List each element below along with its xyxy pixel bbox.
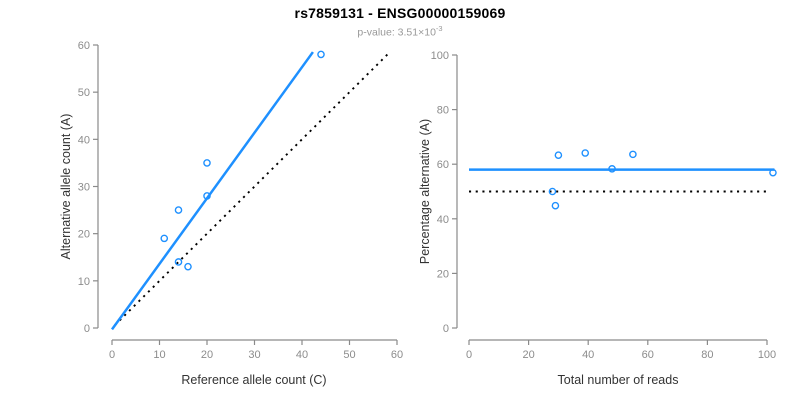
y-tick-label: 0 (84, 323, 90, 335)
left-panel: 0 10 20 30 40 50 60 0 10 20 30 40 50 60 Reference alle… (59, 40, 403, 387)
data-point (608, 165, 616, 173)
y-tick-label: 60 (437, 159, 449, 171)
y-tick-label: 100 (431, 50, 449, 62)
data-point (184, 262, 192, 271)
y-tick-label: 60 (78, 40, 90, 52)
x-tick-label: 60 (391, 349, 403, 361)
x-tick-label: 30 (248, 349, 260, 361)
data-point (548, 187, 557, 196)
identity-line (114, 52, 390, 326)
x-tick-label: 20 (522, 349, 534, 361)
x-tick-label: 0 (109, 349, 115, 361)
data-point (581, 149, 590, 157)
right-panel: 0 20 40 60 80 100 0 20 40 60 80 100 Total number of … (418, 50, 777, 387)
chart-title: rs7859131 - ENSG00000159069 (294, 5, 506, 21)
data-point (554, 151, 563, 159)
y-tick-label: 50 (78, 87, 90, 99)
x-tick-label: 80 (701, 349, 713, 361)
data-point (769, 168, 777, 177)
y-tick-label: 10 (78, 276, 90, 288)
chart-subtitle: p-value: 3.51×10-3 (0, 24, 800, 39)
y-axis-title: Percentage alternative (A) (418, 119, 432, 264)
p-value-exponent: -3 (435, 24, 443, 33)
data-point (629, 150, 637, 159)
x-tick-label: 40 (296, 349, 308, 361)
data-point (203, 159, 211, 167)
x-tick-label: 40 (582, 349, 594, 361)
data-point (160, 234, 169, 243)
regression-line (110, 51, 314, 331)
x-axis-title: Total number of reads (558, 373, 679, 387)
data-point (174, 206, 183, 214)
data-point (203, 192, 211, 200)
x-tick-label: 20 (201, 349, 213, 361)
x-axis-title: Reference allele count (C) (181, 373, 326, 387)
y-tick-label: 40 (78, 134, 90, 146)
y-tick-label: 40 (437, 214, 449, 226)
y-tick-label: 80 (437, 105, 449, 117)
y-tick-label: 20 (78, 229, 90, 241)
x-tick-label: 10 (153, 349, 165, 361)
data-point (174, 258, 183, 266)
data-point (551, 201, 560, 210)
y-tick-label: 0 (443, 323, 449, 335)
x-tick-label: 0 (466, 349, 472, 361)
p-value-text: p-value: 3.51×10 (357, 26, 436, 39)
y-axis-title: Alternative allele count (A) (59, 114, 73, 260)
y-tick-label: 30 (78, 182, 90, 194)
x-tick-label: 60 (642, 349, 654, 361)
y-tick-label: 20 (437, 268, 449, 280)
x-tick-label: 50 (343, 349, 355, 361)
x-tick-label: 100 (758, 349, 776, 361)
data-point (317, 50, 325, 59)
